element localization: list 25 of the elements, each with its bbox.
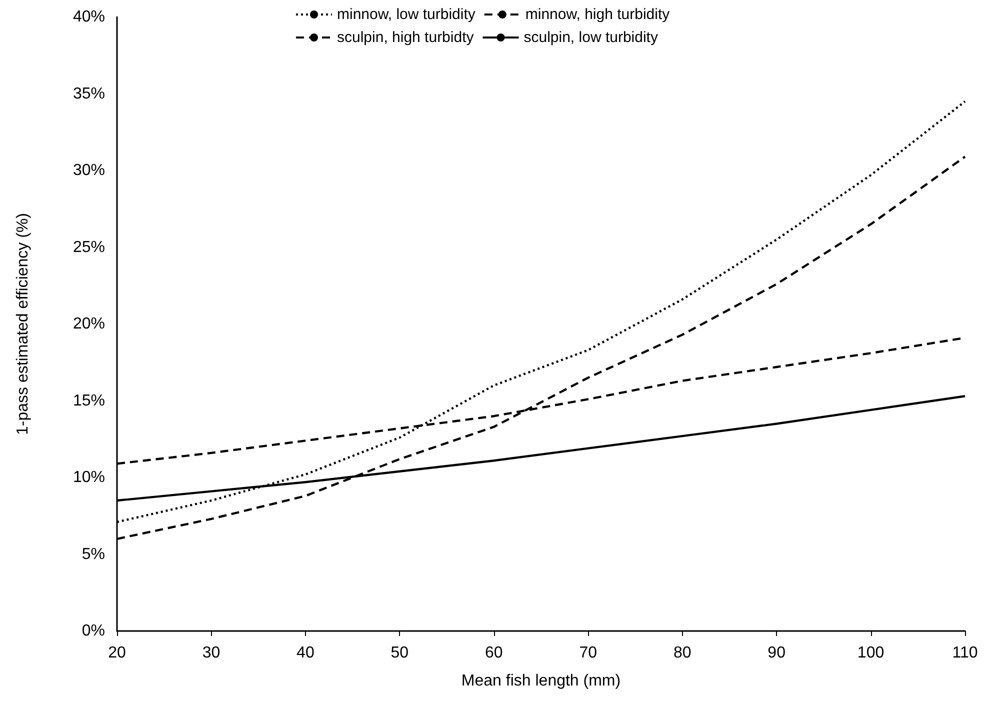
y-tick-label: 35% (72, 85, 105, 102)
x-tick-label: 40 (296, 644, 314, 662)
x-tick-label: 90 (768, 644, 786, 662)
legend-label: minnow, low turbidity (337, 6, 476, 23)
y-tick-label: 40% (72, 8, 105, 26)
legend-label: sculpin, high turbidty (337, 29, 474, 46)
x-tick-label: 30 (202, 644, 220, 662)
x-tick-label: 70 (579, 644, 598, 662)
legend-label: sculpin, low turbidity (524, 29, 658, 46)
y-tick-label: 10% (72, 469, 105, 486)
y-tick-label: 5% (82, 546, 105, 563)
y-tick-label: 25% (72, 238, 105, 256)
y-tick-label: 20% (72, 316, 105, 332)
x-tick-label: 50 (390, 644, 409, 662)
y-axis-title: 1-pass estimated efficiency (%) (14, 212, 32, 436)
legend-label: minnow, high turbidity (525, 6, 670, 23)
x-tick-label: 110 (952, 644, 978, 662)
x-tick-label: 100 (857, 644, 884, 662)
x-tick-label: 80 (673, 644, 692, 662)
y-tick-label: 30% (72, 162, 105, 179)
x-tick-label: 60 (484, 644, 503, 662)
y-tick-label: 15% (72, 392, 105, 410)
x-axis-title: Mean fish length (mm) (461, 672, 621, 690)
y-tick-label: 0% (82, 622, 105, 640)
x-tick-label: 20 (108, 644, 126, 662)
